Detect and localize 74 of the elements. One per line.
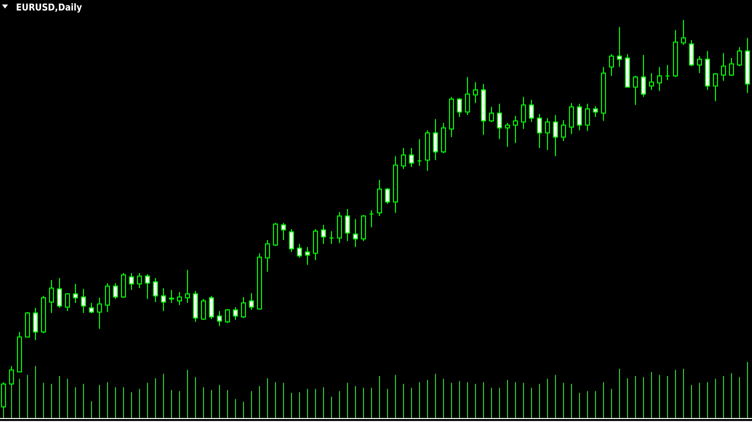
candlestick (377, 179, 382, 216)
candlestick (201, 298, 206, 320)
candlestick (569, 102, 574, 135)
candlestick (225, 308, 230, 324)
candlestick (249, 292, 254, 310)
candlestick (153, 278, 158, 303)
candlestick (617, 26, 622, 68)
candlestick (385, 188, 390, 204)
candlestick (289, 228, 294, 253)
candlestick (713, 72, 718, 102)
candlestick (273, 222, 278, 246)
candlestick (721, 52, 726, 82)
chart-title: EURUSD,Daily (16, 2, 91, 14)
candlestick (305, 246, 310, 266)
candlestick (729, 58, 734, 76)
candlestick (473, 82, 478, 104)
candlestick (105, 282, 110, 313)
candlestick (33, 307, 38, 341)
candlestick (577, 103, 582, 131)
candlestick (321, 224, 326, 244)
candlestick (593, 106, 598, 118)
candlestick (561, 120, 566, 142)
candlestick (169, 290, 174, 304)
candlestick (609, 54, 614, 76)
candlestick (689, 40, 694, 67)
candlestick (505, 122, 510, 148)
candlestick (353, 218, 358, 248)
candlestick (633, 75, 638, 106)
candlestick (697, 56, 702, 74)
candlestick (241, 296, 246, 318)
candlestick (65, 292, 70, 312)
candlestick (113, 282, 118, 300)
candlestick (465, 76, 470, 116)
candlestick (585, 103, 590, 132)
candlestick (409, 148, 414, 168)
candlestick (185, 269, 190, 304)
candlestick (81, 288, 86, 314)
candlestick (233, 306, 238, 320)
candlestick (457, 97, 462, 118)
candlestick (513, 115, 518, 144)
candlestick (537, 113, 542, 149)
candlestick (209, 295, 214, 320)
candlestick (521, 96, 526, 130)
candlestick (657, 66, 662, 92)
candlestick (489, 106, 494, 123)
candlestick (737, 46, 742, 67)
candlestick (545, 118, 550, 150)
candlestick (49, 279, 54, 314)
candlestick (553, 114, 558, 157)
candlestick (497, 103, 502, 140)
candlestick (129, 272, 134, 291)
candlestick (401, 148, 406, 170)
candlestick (681, 20, 686, 46)
candlestick (137, 272, 142, 289)
candlestick (641, 54, 646, 98)
candlestick (529, 99, 534, 123)
candlestick (89, 302, 94, 314)
candlestick (97, 297, 102, 330)
candlestick (433, 118, 438, 161)
candlestick (121, 272, 126, 298)
candlestick (177, 291, 182, 306)
candlestick (73, 283, 78, 304)
candlestick (313, 228, 318, 261)
candlestick (281, 222, 286, 240)
candlestick (361, 214, 366, 242)
candlestick (297, 243, 302, 258)
candlestick (345, 208, 350, 242)
candlestick (217, 310, 222, 327)
candlestick (161, 288, 166, 312)
candlestick (649, 72, 654, 90)
candlestick (57, 278, 62, 308)
candlestick (265, 239, 270, 272)
candlestick (145, 274, 150, 300)
candlestick (337, 212, 342, 244)
